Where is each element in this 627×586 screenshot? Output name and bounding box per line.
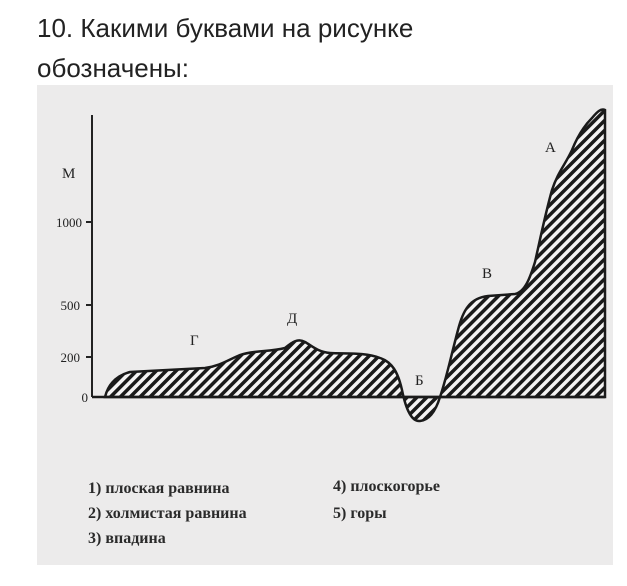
axis-label: М [62, 166, 75, 182]
tick-label: 0 [82, 390, 89, 405]
terrain-profile [103, 108, 607, 423]
option: 3) впадина [88, 530, 166, 547]
letter-label: А [545, 140, 556, 156]
tick-label: 200 [61, 350, 81, 365]
letter-label: Г [190, 333, 199, 349]
option: 1) плоская равнина [88, 480, 229, 497]
letter-label: В [482, 266, 492, 282]
option: 5) горы [333, 505, 387, 522]
tick-label: 1000 [56, 215, 82, 230]
question-title: 10. Какими буквами на рисунке обозначены… [37, 13, 414, 83]
letter-label: Б [415, 373, 424, 389]
option: 4) плоскогорье [333, 478, 440, 495]
tick-label: 500 [61, 298, 81, 313]
letter-label: Д [287, 311, 297, 327]
option: 2) холмистая равнина [88, 505, 247, 522]
